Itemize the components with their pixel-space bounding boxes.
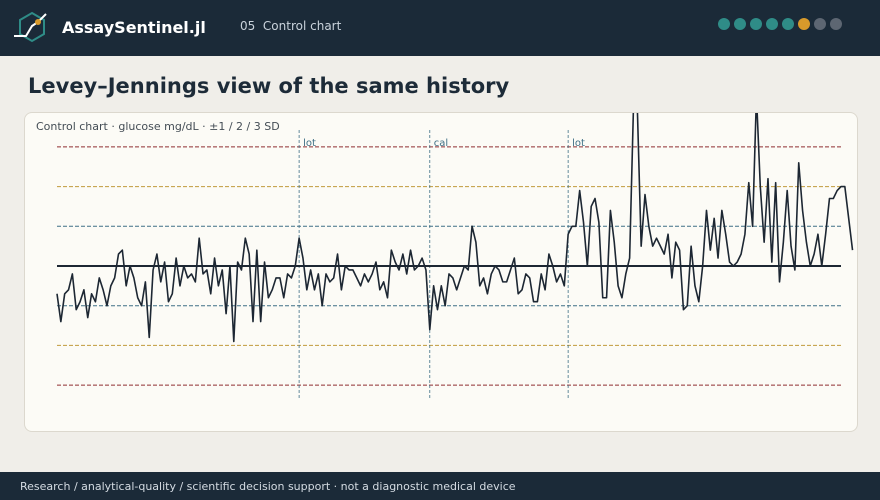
- event-label-lot: lot: [572, 138, 585, 149]
- event-label-cal: cal: [434, 138, 448, 149]
- progress-dot-3[interactable]: [750, 18, 762, 30]
- progress-dot-4[interactable]: [766, 18, 778, 30]
- control-chart-card: Control chart · glucose mg/dL · ±1 / 2 /…: [24, 112, 858, 432]
- progress-dot-8[interactable]: [830, 18, 842, 30]
- progress-dot-2[interactable]: [734, 18, 746, 30]
- footer-disclaimer: Research / analytical-quality / scientif…: [20, 480, 516, 493]
- progress-dots: [718, 18, 842, 30]
- step-number: 05: [240, 19, 256, 33]
- page-title: Levey–Jennings view of the same history: [28, 74, 510, 98]
- progress-dot-7[interactable]: [814, 18, 826, 30]
- levey-jennings-chart: lot cal lot: [56, 113, 854, 399]
- progress-dot-6[interactable]: [798, 18, 810, 30]
- chart-caption: Control chart · glucose mg/dL · ±1 / 2 /…: [36, 120, 280, 133]
- app-title: AssaySentinel.jl: [62, 18, 206, 37]
- progress-dot-5[interactable]: [782, 18, 794, 30]
- hexagon-logo-icon: [14, 11, 47, 43]
- footer-bar: Research / analytical-quality / scientif…: [0, 472, 880, 500]
- top-bar: AssaySentinel.jl 05 Control chart: [0, 0, 880, 56]
- step-indicator: 05 Control chart: [240, 19, 341, 33]
- event-label-lot: lot: [303, 138, 316, 149]
- step-label: Control chart: [262, 19, 342, 33]
- control-series-line: [56, 113, 854, 343]
- progress-dot-1[interactable]: [718, 18, 730, 30]
